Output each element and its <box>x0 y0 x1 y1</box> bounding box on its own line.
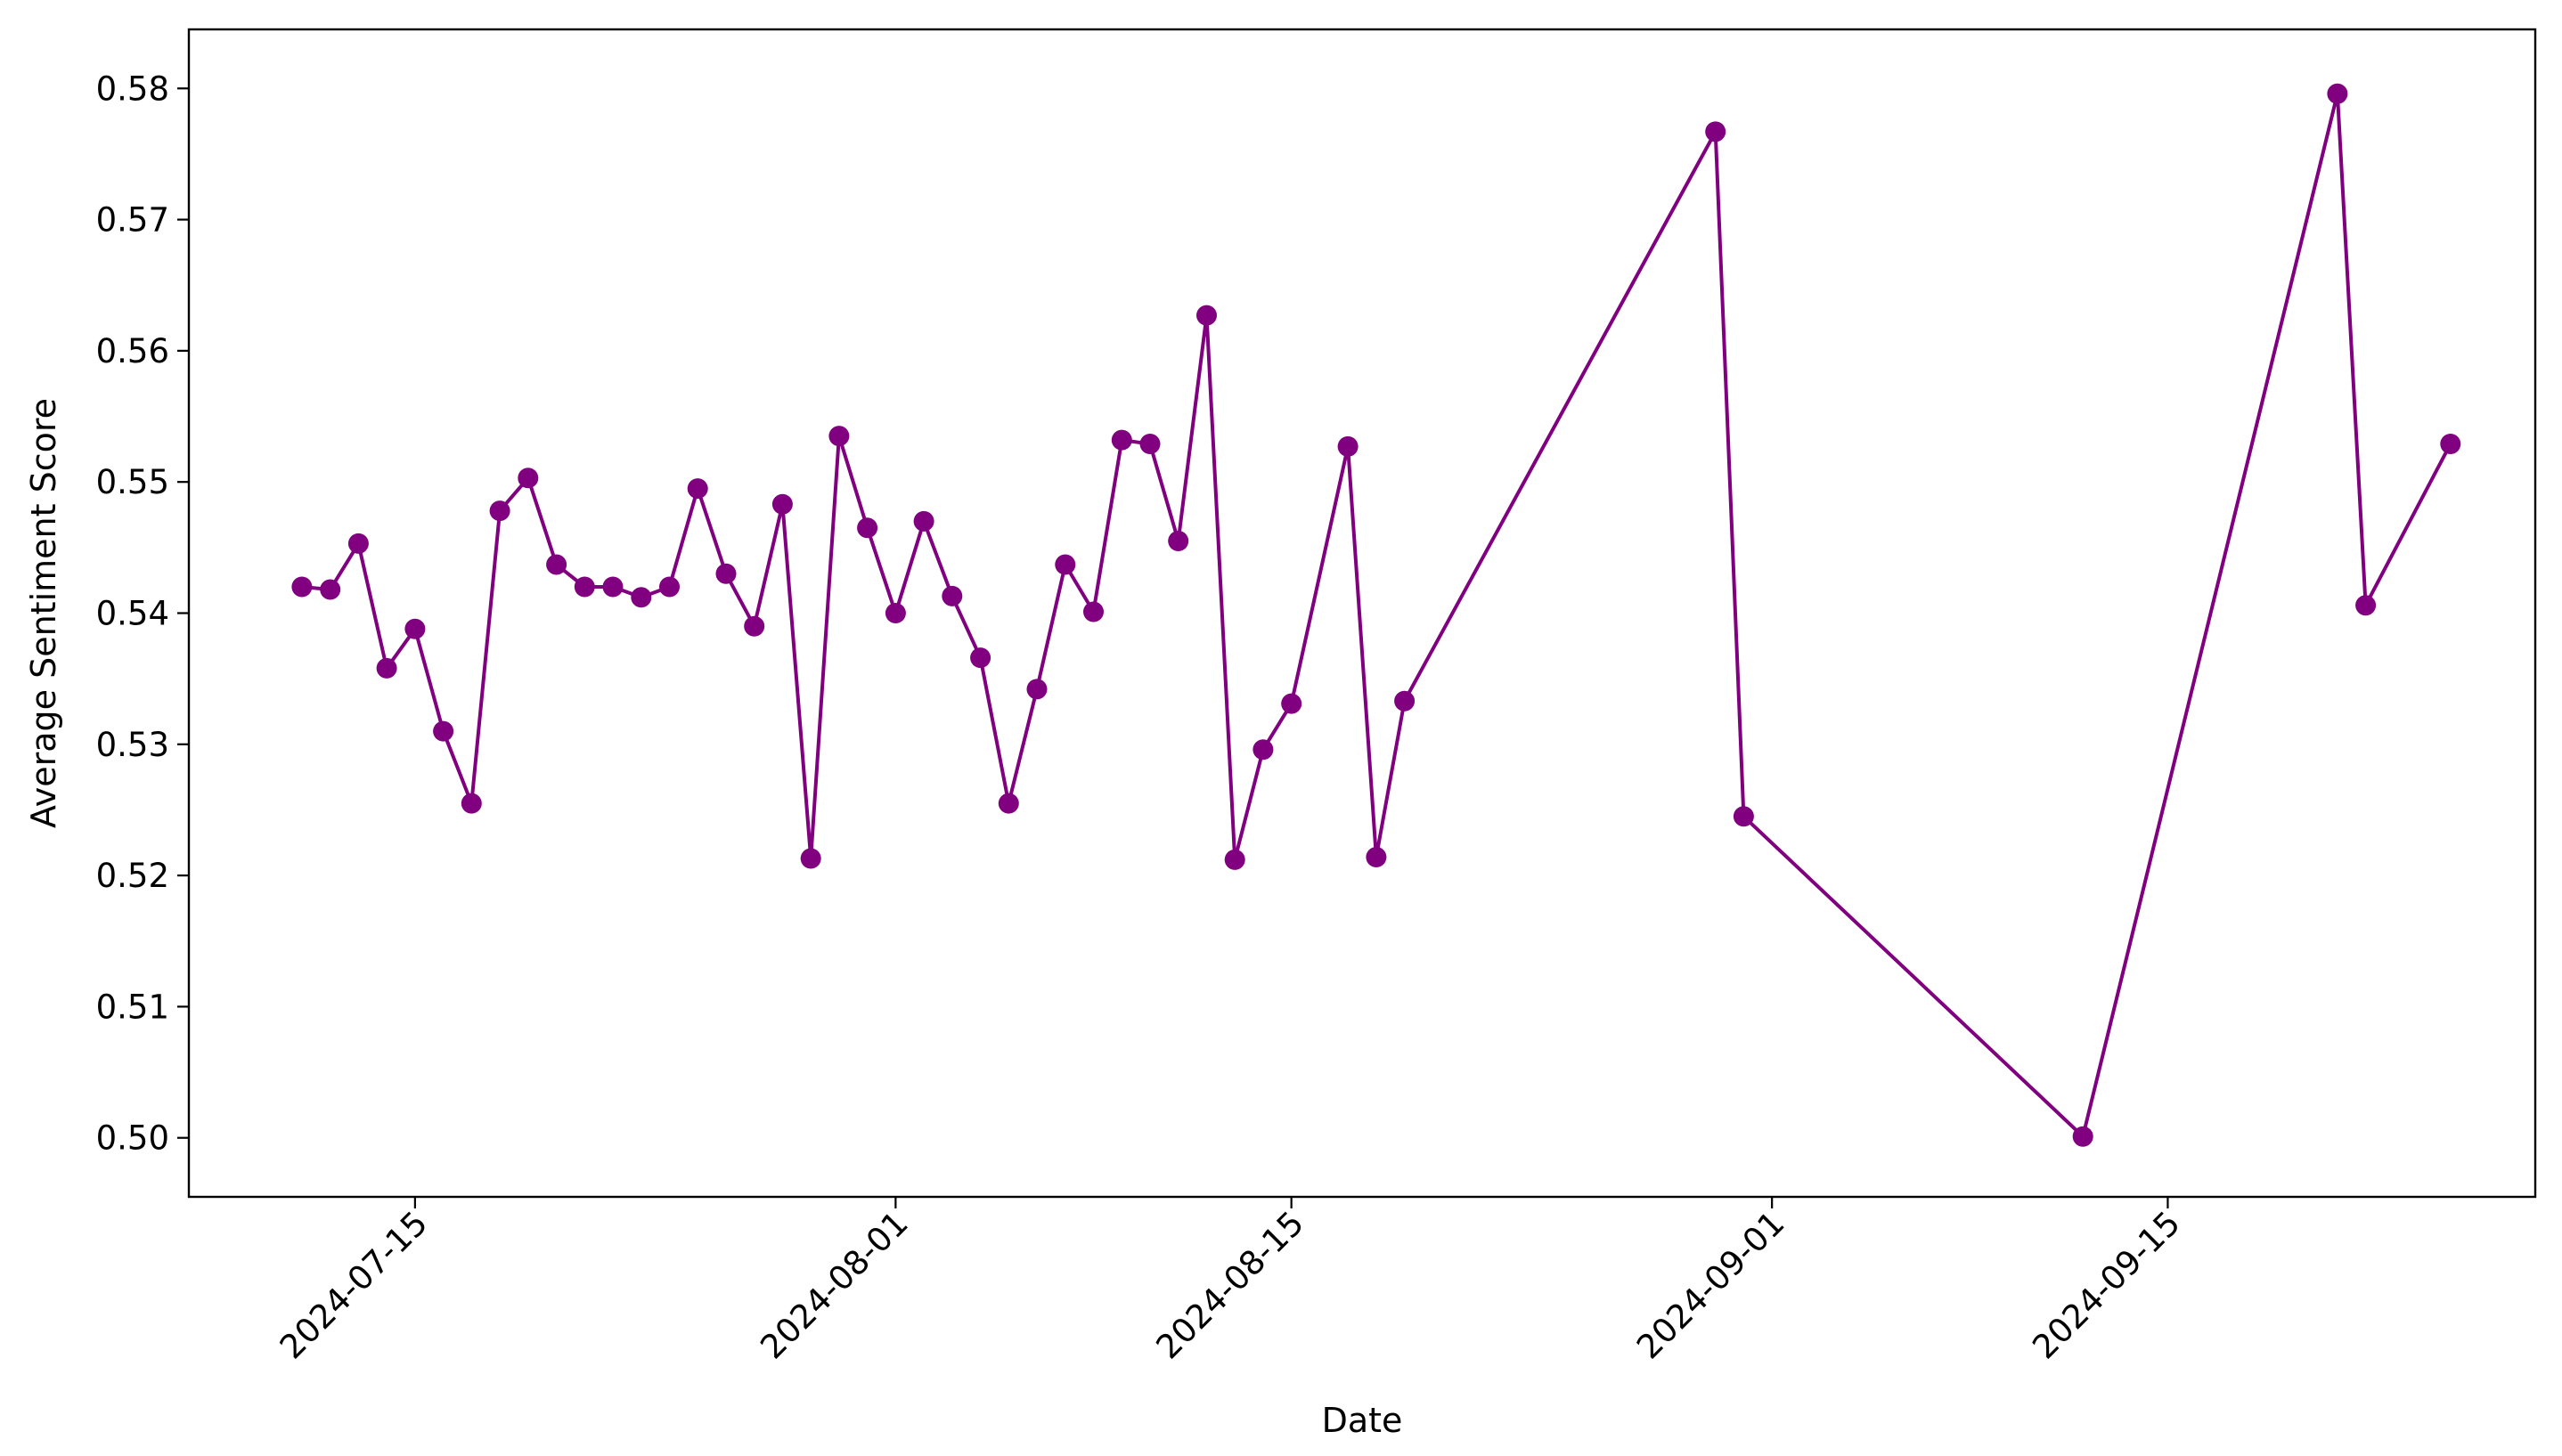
x-tick-label: 2024-07-15 <box>273 1204 435 1366</box>
data-point <box>1168 531 1189 551</box>
data-point <box>1733 806 1754 827</box>
data-point <box>376 657 397 679</box>
plot-frame <box>187 28 2537 1199</box>
data-point <box>291 576 313 598</box>
y-axis: 0.50 0.51 0.52 0.53 0.54 0.55 0.56 0.57 0.58 <box>96 69 189 1158</box>
data-point <box>1139 434 1161 454</box>
data-point <box>771 493 793 515</box>
data-point <box>347 533 369 554</box>
series-line <box>301 92 2452 1139</box>
data-point <box>885 603 906 623</box>
plot-area <box>187 28 2537 1199</box>
data-point <box>631 587 652 608</box>
y-tick-label: 0.54 <box>96 595 169 633</box>
data-point <box>1281 693 1302 714</box>
data-point <box>2440 434 2461 454</box>
data-point <box>970 647 991 669</box>
data-point <box>2327 83 2348 104</box>
data-point <box>744 615 765 637</box>
data-point <box>433 720 454 742</box>
data-point <box>1224 849 1245 870</box>
y-tick-label: 0.58 <box>96 69 169 108</box>
data-point <box>1252 739 1274 761</box>
data-point <box>461 793 482 814</box>
y-tick-label: 0.50 <box>96 1119 169 1158</box>
data-point <box>800 848 821 869</box>
data-point <box>320 579 341 600</box>
x-axis-label: Date <box>1322 1401 1403 1440</box>
series-layer <box>291 83 2461 1147</box>
x-tick-label: 2024-08-01 <box>753 1204 915 1366</box>
y-tick-label: 0.56 <box>96 332 169 370</box>
data-point <box>1394 690 1416 712</box>
data-point <box>857 517 878 539</box>
x-tick-label: 2024-08-15 <box>1149 1204 1311 1366</box>
data-point <box>1111 429 1132 451</box>
y-tick-label: 0.55 <box>96 463 169 501</box>
y-tick-label: 0.52 <box>96 857 169 895</box>
data-point <box>998 793 1019 814</box>
y-tick-label: 0.51 <box>96 988 169 1026</box>
y-tick-label: 0.53 <box>96 726 169 764</box>
data-point <box>1337 435 1359 457</box>
data-point <box>404 618 426 639</box>
data-point <box>1196 305 1217 326</box>
data-point <box>489 500 510 522</box>
y-axis-label: Average Sentiment Score <box>24 398 63 828</box>
data-point <box>518 468 539 489</box>
data-point <box>659 576 680 598</box>
data-point <box>828 426 850 447</box>
x-axis: 2024-07-15 2024-08-01 2024-08-15 2024-09-01… <box>273 1197 2188 1366</box>
data-point <box>1366 847 1387 867</box>
data-point <box>2072 1126 2093 1147</box>
data-point <box>1083 601 1104 622</box>
data-point <box>546 554 567 575</box>
data-point <box>942 585 963 606</box>
data-point <box>602 576 624 598</box>
data-point <box>574 576 595 598</box>
data-point <box>715 563 737 584</box>
data-point <box>1705 121 1726 142</box>
data-point <box>913 510 934 532</box>
data-point <box>2355 595 2377 616</box>
data-point <box>1026 679 1048 700</box>
x-tick-label: 2024-09-01 <box>1629 1204 1791 1366</box>
y-tick-label: 0.57 <box>96 201 169 240</box>
data-point <box>687 478 708 500</box>
x-tick-label: 2024-09-15 <box>2025 1204 2187 1366</box>
data-point <box>1055 554 1076 575</box>
